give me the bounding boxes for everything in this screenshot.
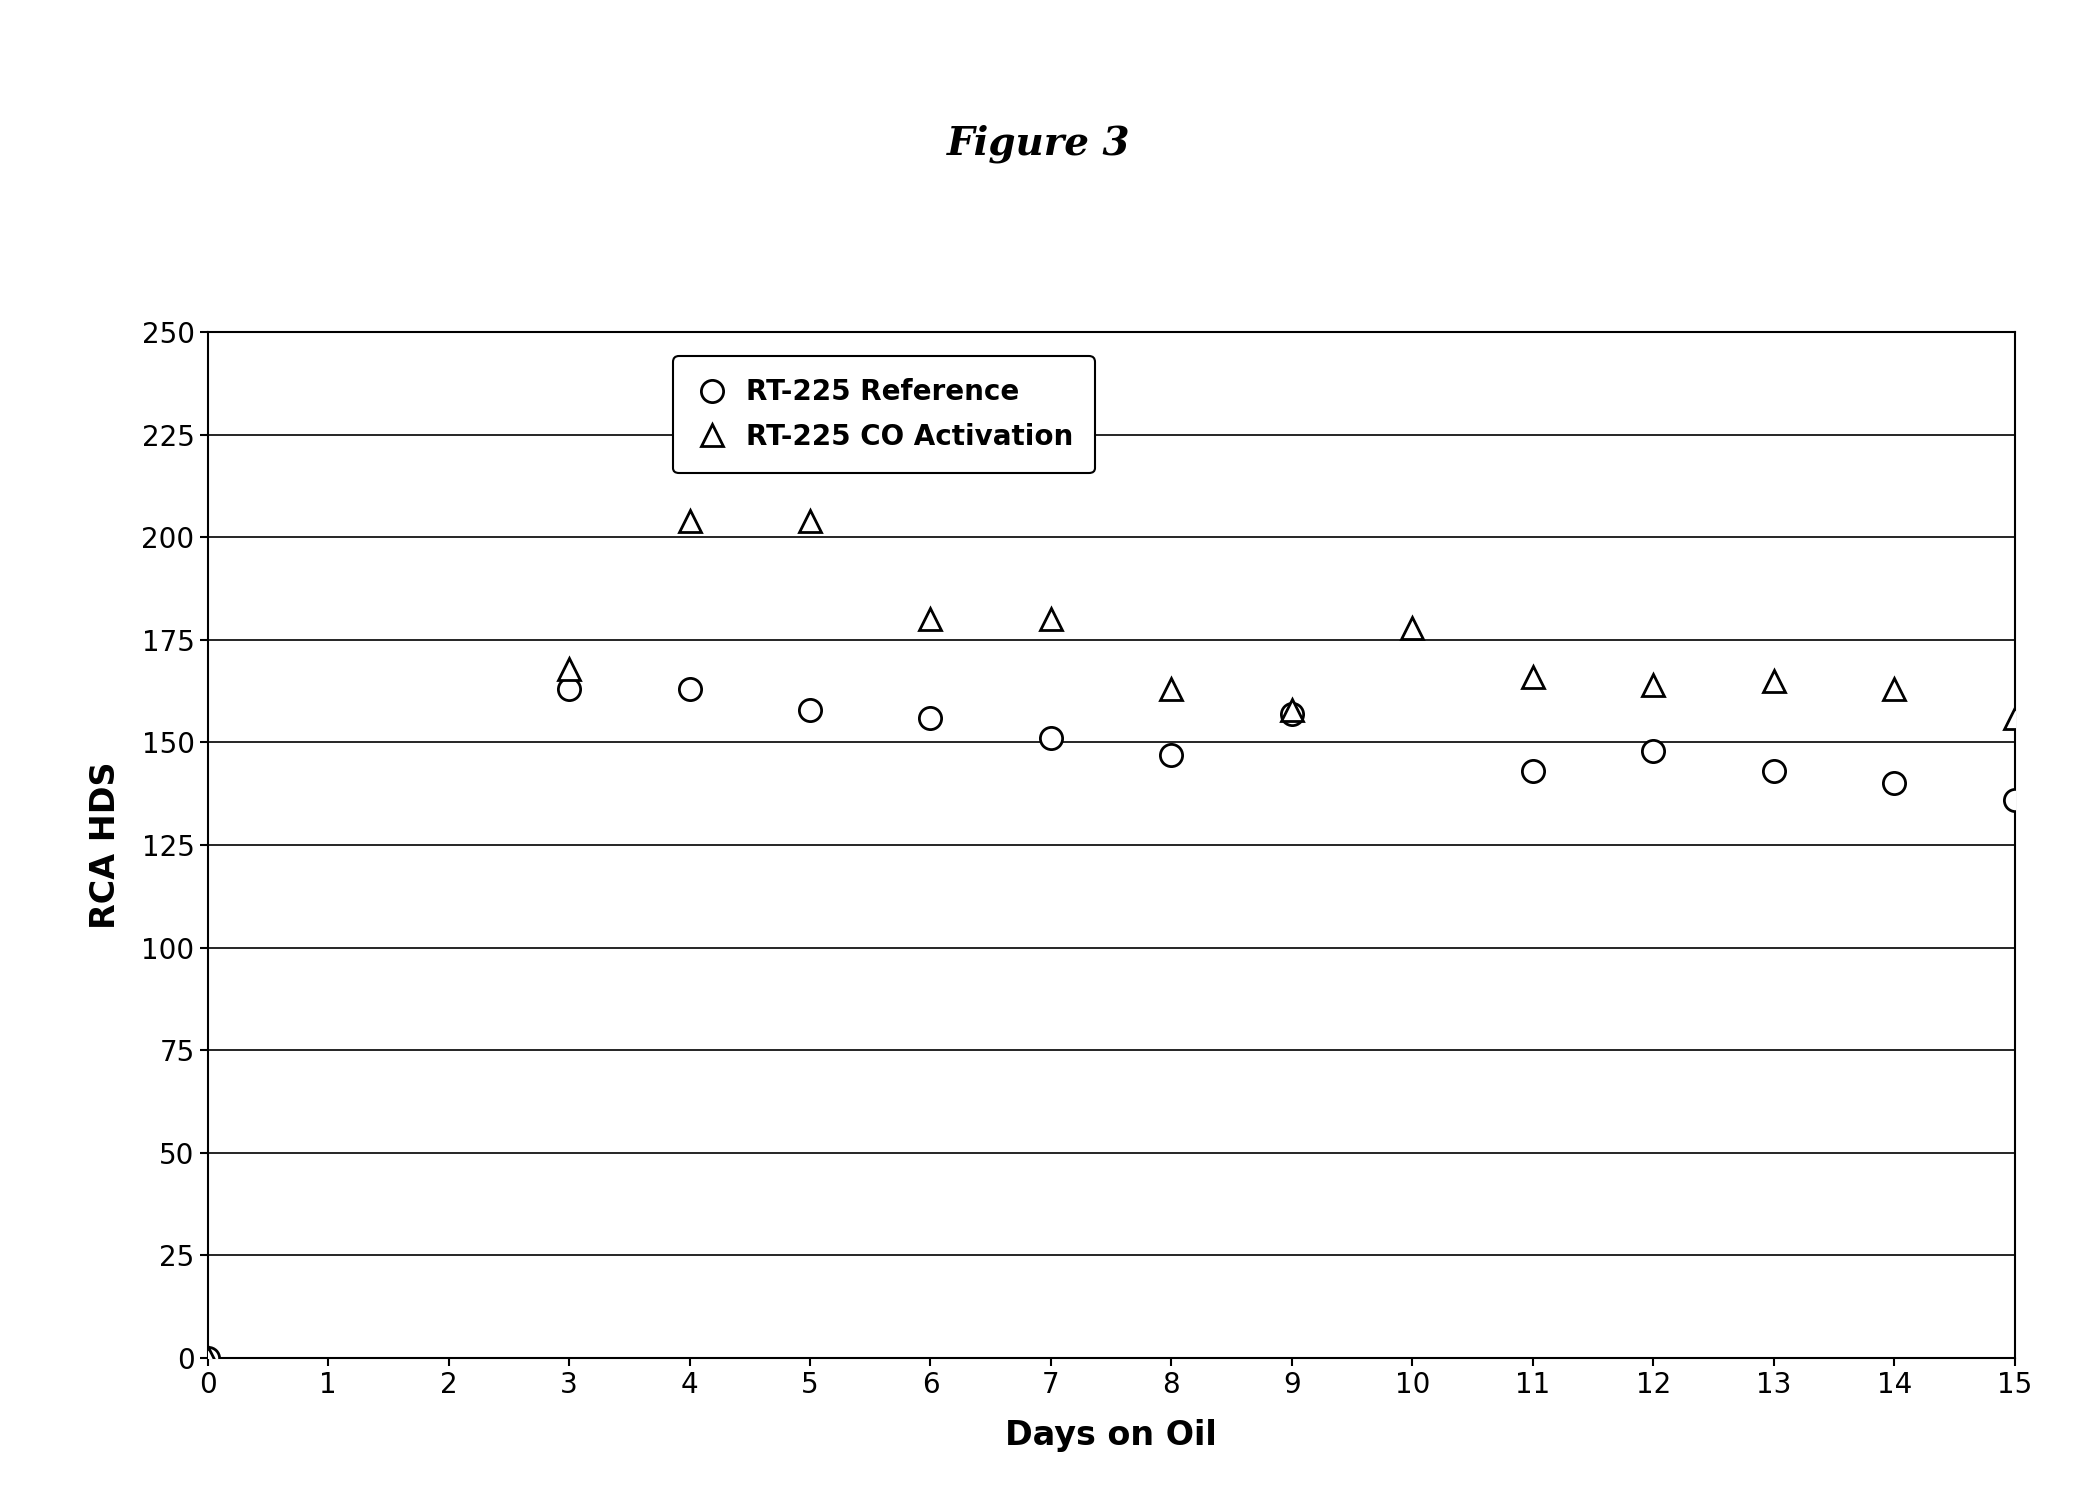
RT-225 Reference — [1159, 745, 1184, 764]
RT-225 Reference — [557, 681, 582, 699]
RT-225 CO Activation — [1038, 610, 1063, 628]
RT-225 Reference — [798, 700, 822, 718]
RT-225 CO Activation — [918, 610, 943, 628]
Text: Figure 3: Figure 3 — [947, 124, 1130, 163]
RT-225 CO Activation — [1761, 672, 1786, 690]
Y-axis label: RCA HDS: RCA HDS — [89, 761, 123, 930]
RT-225 Reference — [195, 1349, 220, 1367]
RT-225 CO Activation — [1641, 676, 1666, 694]
RT-225 CO Activation — [677, 512, 702, 530]
RT-225 CO Activation — [1882, 681, 1907, 699]
RT-225 Reference — [1882, 774, 1907, 792]
RT-225 Reference — [918, 709, 943, 727]
RT-225 CO Activation — [1520, 667, 1545, 685]
RT-225 Reference — [1641, 741, 1666, 759]
RT-225 CO Activation — [1400, 619, 1425, 637]
Legend: RT-225 Reference, RT-225 CO Activation: RT-225 Reference, RT-225 CO Activation — [673, 356, 1095, 474]
RT-225 Reference — [1279, 705, 1304, 723]
RT-225 CO Activation — [798, 512, 822, 530]
RT-225 Reference — [1520, 762, 1545, 780]
RT-225 Reference — [1761, 762, 1786, 780]
RT-225 Reference — [1038, 729, 1063, 747]
RT-225 CO Activation — [1159, 681, 1184, 699]
X-axis label: Days on Oil: Days on Oil — [1005, 1418, 1217, 1452]
Line: RT-225 Reference: RT-225 Reference — [197, 678, 2025, 1369]
RT-225 Reference — [2002, 791, 2027, 809]
RT-225 CO Activation — [195, 1349, 220, 1367]
RT-225 CO Activation — [1279, 700, 1304, 718]
RT-225 Reference — [677, 681, 702, 699]
RT-225 CO Activation — [557, 659, 582, 678]
RT-225 CO Activation — [2002, 709, 2027, 727]
Line: RT-225 CO Activation: RT-225 CO Activation — [197, 510, 2025, 1369]
